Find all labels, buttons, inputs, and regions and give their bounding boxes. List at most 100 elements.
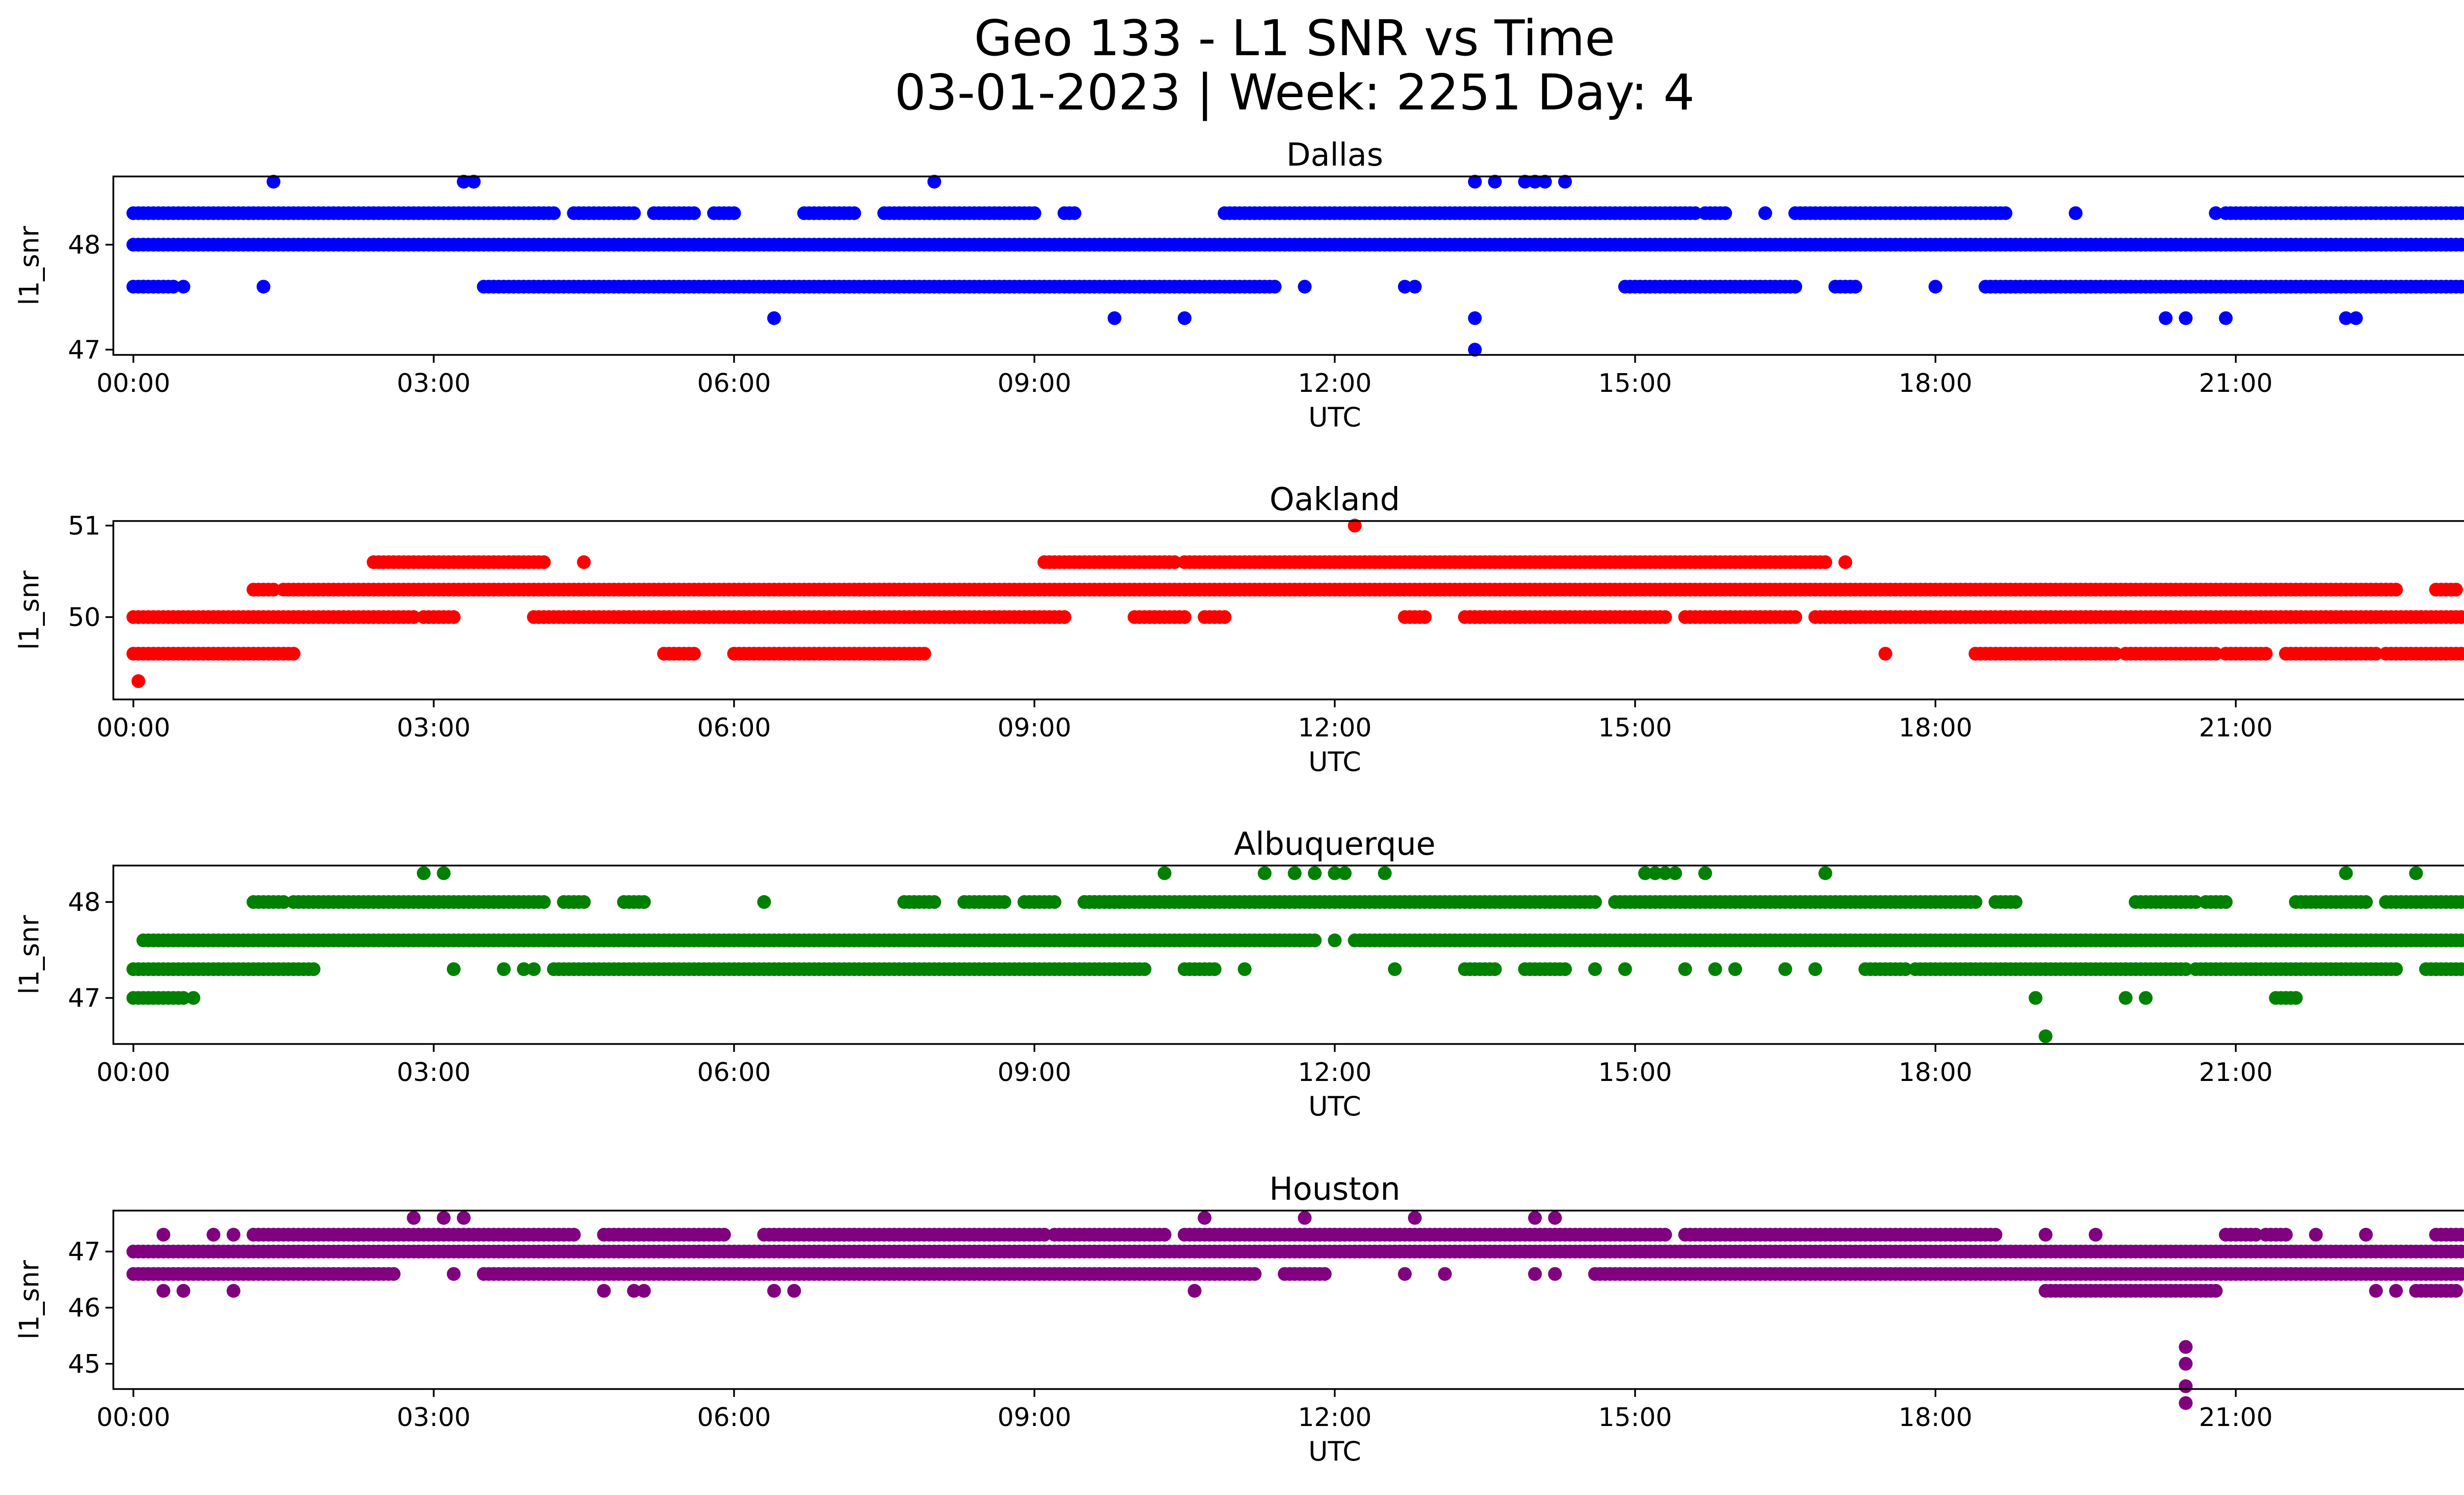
x-tick-label: 12:00 (1298, 1058, 1372, 1087)
data-point (1658, 866, 1672, 880)
data-point (1418, 610, 1432, 624)
data-point (1698, 866, 1712, 880)
data-point (2289, 991, 2303, 1005)
data-point (1668, 866, 1682, 880)
data-point (1718, 206, 1732, 220)
data-point (407, 610, 421, 624)
data-point (1808, 962, 1822, 976)
data-point (1488, 962, 1502, 976)
data-point (547, 206, 561, 220)
data-point (1398, 279, 1412, 294)
data-point (267, 583, 280, 597)
data-point (1558, 962, 1572, 976)
x-tick-label: 12:00 (1298, 713, 1372, 743)
data-point (567, 1227, 581, 1242)
data-point (1248, 1267, 1262, 1281)
x-tick-label: 09:00 (997, 1058, 1071, 1087)
data-point (1898, 962, 1913, 976)
x-axis-label-oakland: UTC (1308, 746, 1361, 777)
data-point (1618, 962, 1632, 976)
data-point (1158, 866, 1172, 880)
data-point (1337, 866, 1352, 880)
data-point (1658, 1227, 1672, 1242)
data-point (2038, 1029, 2053, 1043)
data-point (1058, 610, 1071, 624)
y-tick-label: 50 (68, 603, 101, 632)
data-point (2119, 991, 2133, 1005)
data-point (516, 962, 531, 976)
data-point (1177, 610, 1192, 624)
x-tick-label: 09:00 (997, 369, 1071, 398)
data-point (1838, 555, 1852, 569)
data-point (2068, 206, 2083, 220)
x-tick-label: 06:00 (697, 1058, 771, 1087)
data-point (1648, 866, 1662, 880)
x-tick-label: 00:00 (97, 1058, 171, 1087)
data-point (2459, 280, 2464, 293)
y-tick-label: 51 (68, 511, 101, 541)
x-tick-label: 00:00 (97, 369, 171, 398)
data-point (1928, 279, 1943, 294)
data-point (2158, 311, 2173, 325)
x-tick-label: 03:00 (397, 1058, 471, 1087)
data-point (2219, 895, 2233, 909)
data-point (1267, 279, 1282, 294)
data-point (1818, 866, 1832, 880)
data-point (537, 895, 551, 909)
data-point (767, 311, 781, 325)
data-point (2459, 207, 2464, 220)
data-point (1328, 866, 1342, 880)
x-tick-label: 12:00 (1298, 369, 1372, 398)
data-point (577, 895, 591, 909)
data-point (2459, 934, 2464, 947)
plot-frame-albuquerque (112, 865, 2464, 1045)
y-tick-label: 48 (68, 230, 101, 260)
data-point (186, 991, 201, 1005)
data-point (2219, 311, 2233, 325)
data-point (757, 895, 771, 909)
data-point (1067, 206, 1082, 220)
x-tick-label: 06:00 (697, 369, 771, 398)
data-point (847, 206, 861, 220)
data-point (307, 962, 321, 976)
data-point (927, 174, 941, 189)
x-tick-label: 18:00 (1899, 713, 1973, 743)
figure-title-line2: 03-01-2023 | Week: 2251 Day: 4 (894, 64, 1694, 121)
data-point (2459, 1245, 2464, 1258)
data-point (1298, 279, 1312, 294)
data-point (1848, 279, 1862, 294)
data-point (1558, 174, 1572, 189)
x-tick-label: 03:00 (397, 369, 471, 398)
data-point (267, 174, 280, 189)
data-point (1107, 311, 1122, 325)
data-point (1298, 206, 1312, 220)
x-tick-label: 18:00 (1899, 369, 1973, 398)
data-point (1788, 279, 1802, 294)
data-point (176, 279, 191, 294)
data-point (1818, 555, 1832, 569)
data-point (1588, 962, 1602, 976)
data-point (2028, 991, 2043, 1005)
x-tick-label: 09:00 (997, 713, 1071, 743)
data-point (1047, 895, 1061, 909)
data-point (2409, 866, 2423, 880)
data-point (1307, 933, 1322, 947)
data-point (1878, 647, 1892, 661)
data-point (1758, 206, 1773, 220)
data-point (1468, 343, 1482, 357)
data-point (2429, 962, 2443, 976)
data-point (1988, 1227, 2003, 1242)
data-point (1638, 866, 1652, 880)
series-markers-dallas (126, 174, 2464, 357)
x-tick-label: 21:00 (2199, 1058, 2273, 1087)
data-point (2369, 647, 2383, 661)
data-point (2459, 647, 2464, 661)
data-point (2179, 311, 2193, 325)
data-point (1538, 174, 1552, 189)
data-point (2179, 962, 2193, 976)
data-point (1728, 962, 1743, 976)
y-axis-label-dallas: l1_snr (14, 226, 45, 306)
data-point (2109, 647, 2123, 661)
